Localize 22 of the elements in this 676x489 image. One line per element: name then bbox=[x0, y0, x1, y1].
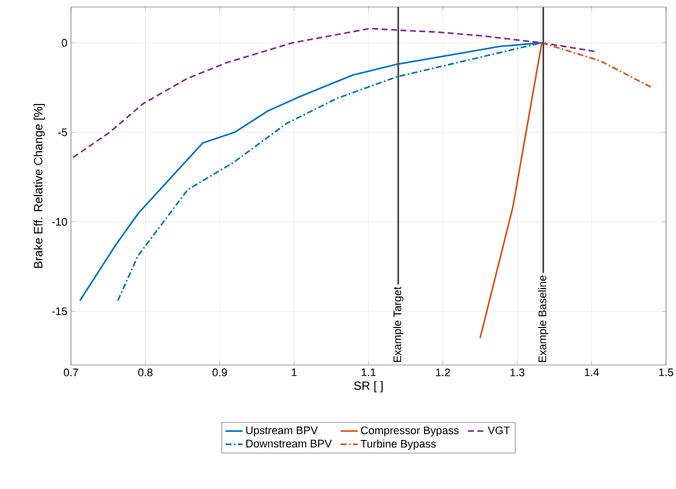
y-axis-title: Brake Eff. Relative Change [%] bbox=[34, 104, 45, 268]
y-tick-label: -10 bbox=[52, 218, 68, 226]
x-tick-label: 0.9 bbox=[212, 368, 227, 376]
legend-label: Downstream BPV bbox=[246, 440, 332, 448]
legend-label: Turbine Bypass bbox=[360, 440, 436, 450]
x-tick-label: 1.1 bbox=[362, 368, 376, 376]
x-tick-label: 0.8 bbox=[138, 368, 153, 376]
x-tick-label: 1.3 bbox=[510, 368, 524, 376]
legend-label: Upstream BPV bbox=[246, 426, 318, 436]
x-tick-label: 1 bbox=[292, 368, 297, 376]
ref-line-label: Example Baseline bbox=[538, 276, 548, 362]
x-tick-label: 1.4 bbox=[584, 368, 599, 376]
y-tick-label: 0 bbox=[62, 38, 68, 47]
y-tick-label: -15 bbox=[52, 307, 68, 316]
x-tick-label: 1.2 bbox=[436, 368, 450, 376]
y-tick-label: -5 bbox=[58, 128, 68, 136]
ref-line-label: Example Target bbox=[393, 286, 404, 362]
x-axis-title: SR [ ] bbox=[354, 381, 383, 392]
legend-label: Compressor Bypass bbox=[361, 426, 459, 436]
legend-label: VGT bbox=[488, 426, 510, 434]
x-tick-label: 0.7 bbox=[64, 368, 78, 376]
x-tick-label: 1.5 bbox=[659, 368, 674, 376]
